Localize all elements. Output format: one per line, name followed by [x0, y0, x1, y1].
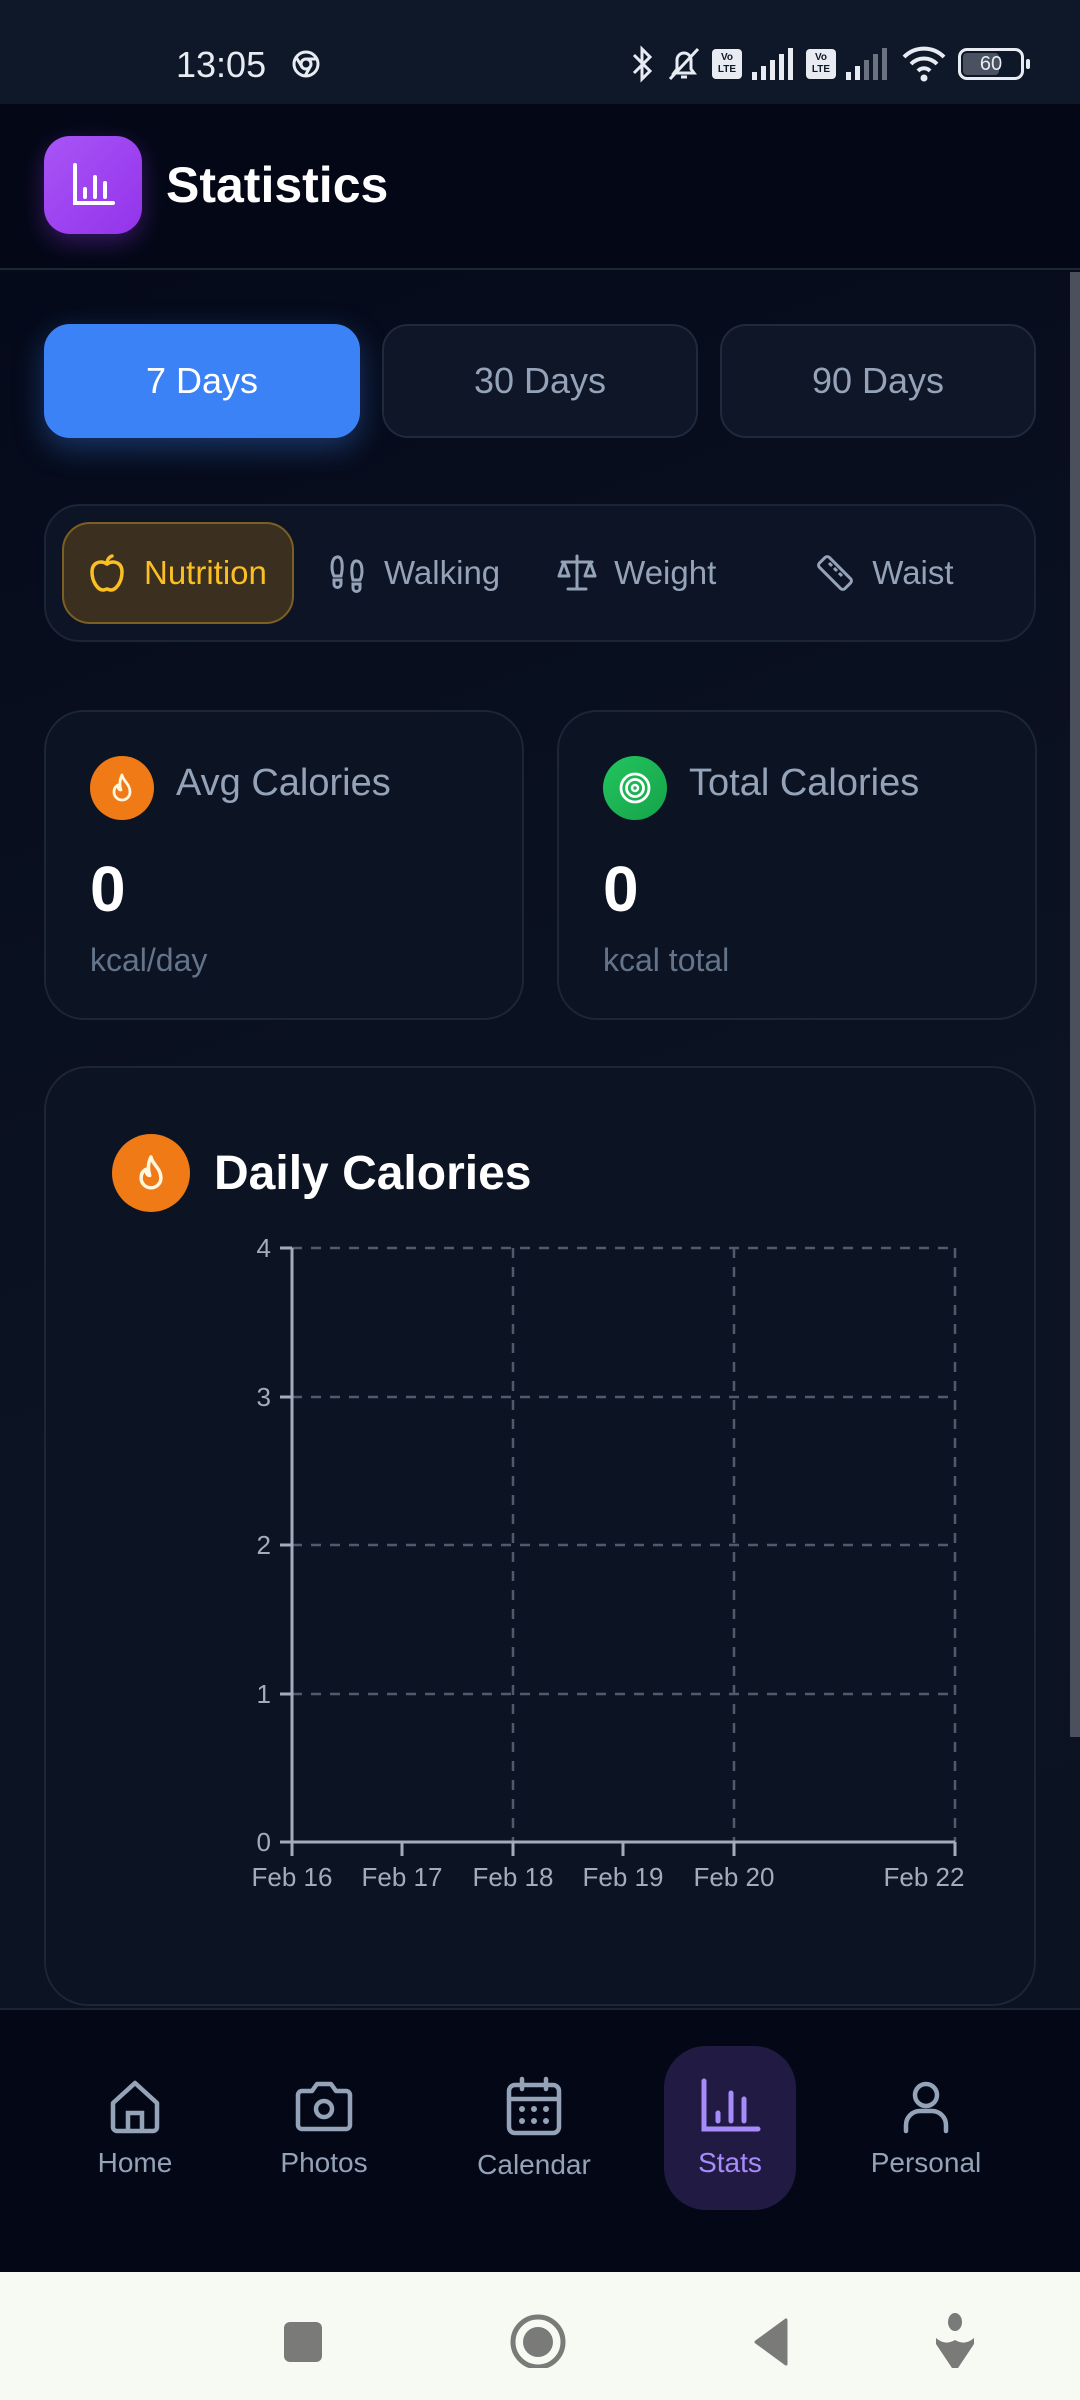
recents-button[interactable] [280, 2308, 328, 2368]
range-tabs: 7 Days 30 Days 90 Days [44, 324, 1036, 438]
stat-icon-total [603, 756, 667, 820]
range-tab-90-days[interactable]: 90 Days [720, 324, 1036, 438]
nav-calendar[interactable]: Calendar [462, 2046, 606, 2210]
status-icons: Vo LTE Vo LTE 60 [630, 44, 1030, 84]
metric-tab-nutrition[interactable]: Nutrition [62, 522, 294, 624]
target-icon [619, 772, 651, 804]
range-tab-30-days[interactable]: 30 Days [382, 324, 698, 438]
stat-label: Avg Calories [176, 762, 391, 804]
stats-content[interactable]: 7 Days 30 Days 90 Days Nutrition Walking… [0, 272, 1080, 2008]
range-tab-7-days[interactable]: 7 Days [44, 324, 360, 438]
metric-tab-weight[interactable]: Weight [532, 522, 740, 624]
app-logo [44, 136, 142, 234]
grid-lines [292, 1246, 957, 1842]
user-icon [903, 2081, 949, 2134]
ruler-icon [817, 555, 854, 591]
stat-unit: kcal/day [90, 942, 208, 978]
stat-icon-avg [90, 756, 154, 820]
svg-text:Feb 18: Feb 18 [473, 1862, 554, 1892]
chart-icon [112, 1134, 190, 1212]
stat-card-avg-calories: Avg Calories 0 kcal/day [44, 710, 524, 1020]
nav-label: Photos [280, 2147, 368, 2178]
wifi-icon [902, 46, 946, 82]
nav-label: Home [97, 2147, 173, 2178]
nav-label: Stats [698, 2147, 762, 2178]
calendar-icon [506, 2076, 562, 2136]
daily-calories-card: Daily Calories [44, 1066, 1036, 2006]
accessibility-button[interactable] [930, 2308, 980, 2372]
svg-text:Feb 19: Feb 19 [583, 1862, 664, 1892]
volte-icon: Vo LTE [806, 49, 836, 79]
nav-label: Personal [870, 2147, 982, 2178]
svg-text:Feb 16: Feb 16 [252, 1862, 333, 1892]
metric-tab-label: Weight [614, 554, 717, 591]
scale-icon [557, 554, 597, 591]
chrome-icon [292, 50, 320, 78]
app-header: Statistics [0, 104, 1080, 270]
metric-tab-label: Waist [872, 554, 954, 591]
nav-stats[interactable]: Stats [664, 2046, 796, 2210]
stat-card-total-calories: Total Calories 0 kcal total [557, 710, 1037, 1020]
camera-icon [295, 2081, 353, 2132]
signal-weak-icon [846, 48, 887, 80]
bar-chart-icon [73, 163, 115, 205]
axes [280, 1246, 957, 1856]
nav-home[interactable]: Home [70, 2046, 200, 2210]
daily-calories-chart: 4 3 2 1 0 Feb 16 Feb 17 Feb 18 Feb 19 Fe… [252, 1233, 965, 1892]
flame-icon [139, 1155, 163, 1190]
metric-tab-label: Nutrition [144, 554, 267, 591]
page-title: Statistics [166, 157, 389, 213]
home-icon [110, 2080, 160, 2134]
metric-tab-walking[interactable]: Walking [302, 522, 524, 624]
bell-off-icon [668, 47, 700, 81]
nav-photos[interactable]: Photos [259, 2046, 389, 2210]
svg-text:3: 3 [257, 1382, 271, 1412]
stat-label: Total Calories [689, 762, 920, 804]
svg-text:Feb 17: Feb 17 [362, 1862, 443, 1892]
svg-text:2: 2 [257, 1530, 271, 1560]
svg-text:1: 1 [257, 1679, 271, 1709]
nav-personal[interactable]: Personal [858, 2046, 994, 2210]
nav-label: Calendar [477, 2149, 591, 2180]
bar-chart-icon [701, 2078, 761, 2132]
bottom-nav: Home Photos Calendar Stats Personal [0, 2008, 1080, 2272]
svg-text:0: 0 [257, 1827, 271, 1857]
y-tick-labels: 4 3 2 1 0 [257, 1233, 271, 1857]
system-nav-bar [0, 2272, 1080, 2400]
stat-unit: kcal total [603, 942, 730, 978]
scrollbar[interactable] [1070, 272, 1080, 1737]
battery-level: 60 [979, 53, 1003, 75]
svg-text:Feb 20: Feb 20 [694, 1862, 775, 1892]
volte-icon: Vo LTE [712, 49, 742, 79]
chart-title: Daily Calories [214, 1147, 532, 1200]
metric-tabs: Nutrition Walking Weight Waist [44, 504, 1036, 642]
stat-value: 0 [90, 853, 126, 925]
battery-icon: 60 [958, 48, 1030, 80]
metric-tab-label: Walking [384, 554, 501, 591]
stat-value: 0 [603, 853, 639, 925]
status-bar: 13:05 Vo LTE Vo LTE 60 [0, 0, 1080, 104]
status-time: 13:05 [176, 44, 267, 85]
flame-icon [112, 773, 132, 802]
signal-icon [752, 48, 793, 80]
bluetooth-icon [632, 45, 653, 83]
apple-icon [90, 554, 124, 592]
svg-text:Feb 22: Feb 22 [884, 1862, 965, 1892]
footprints-icon [330, 555, 364, 593]
home-button[interactable] [508, 2308, 568, 2368]
x-tick-labels: Feb 16 Feb 17 Feb 18 Feb 19 Feb 20 Feb 2… [252, 1862, 965, 1892]
metric-tab-waist[interactable]: Waist [790, 522, 977, 624]
back-button[interactable] [748, 2308, 798, 2368]
svg-text:4: 4 [257, 1233, 271, 1263]
